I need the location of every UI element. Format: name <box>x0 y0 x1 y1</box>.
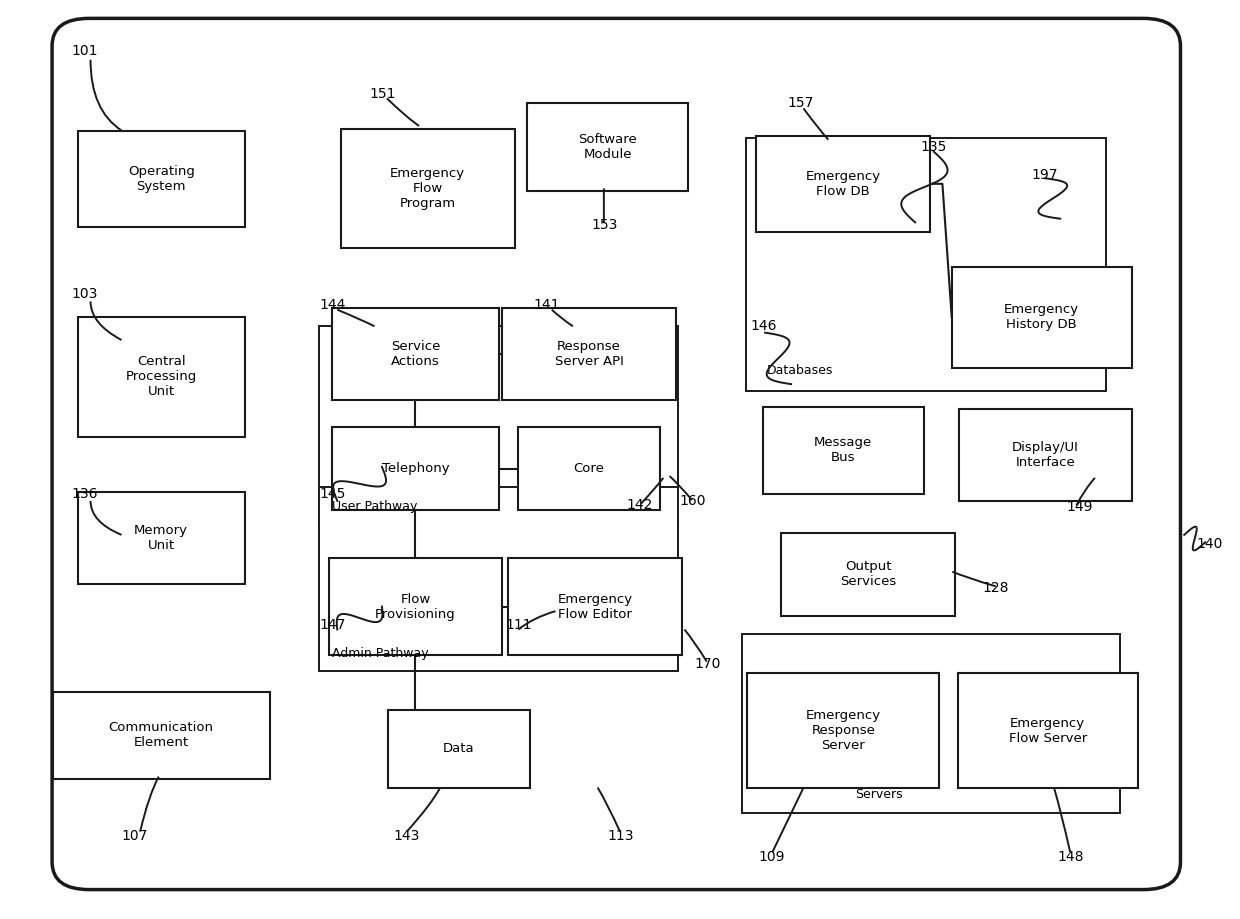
Text: Display/UI
Interface: Display/UI Interface <box>1012 441 1079 469</box>
Text: 136: 136 <box>72 487 98 502</box>
Text: 149: 149 <box>1066 500 1092 515</box>
Bar <box>957 673 1138 789</box>
Text: 140: 140 <box>1197 537 1223 551</box>
Text: User Pathway: User Pathway <box>332 500 418 513</box>
Text: 128: 128 <box>982 581 1008 596</box>
Text: 151: 151 <box>370 86 396 101</box>
Text: Software
Module: Software Module <box>578 133 637 161</box>
Text: 109: 109 <box>759 849 785 864</box>
Text: 148: 148 <box>1058 849 1084 864</box>
Text: 157: 157 <box>787 96 813 110</box>
Text: Response
Server API: Response Server API <box>554 340 624 368</box>
Text: Message
Bus: Message Bus <box>815 437 872 464</box>
Text: Emergency
History DB: Emergency History DB <box>1004 303 1079 331</box>
Bar <box>319 326 678 524</box>
Text: 170: 170 <box>694 656 720 671</box>
Bar <box>329 558 502 654</box>
Text: 101: 101 <box>72 43 98 58</box>
Text: 146: 146 <box>750 319 776 334</box>
Text: Flow
Provisioning: Flow Provisioning <box>374 593 456 620</box>
Text: Emergency
Flow
Program: Emergency Flow Program <box>391 167 465 210</box>
Bar <box>77 492 246 584</box>
Text: Service
Actions: Service Actions <box>391 340 440 368</box>
Text: 135: 135 <box>920 140 946 154</box>
Bar <box>319 487 678 671</box>
Text: 111: 111 <box>506 618 532 632</box>
Text: Emergency
Flow Server: Emergency Flow Server <box>1008 717 1087 744</box>
Bar <box>746 673 940 789</box>
Text: 103: 103 <box>72 287 98 301</box>
Text: Data: Data <box>443 743 475 755</box>
Bar <box>77 130 246 227</box>
Bar <box>527 104 688 191</box>
Bar <box>502 308 676 400</box>
Text: 147: 147 <box>320 618 346 632</box>
Text: Admin Pathway: Admin Pathway <box>332 647 429 660</box>
Bar <box>332 427 498 510</box>
Text: Central
Processing
Unit: Central Processing Unit <box>125 356 197 398</box>
Bar <box>742 634 1120 813</box>
FancyBboxPatch shape <box>52 18 1180 890</box>
Bar <box>746 138 1106 391</box>
Text: 153: 153 <box>591 218 618 233</box>
Bar <box>952 267 1131 368</box>
Text: 144: 144 <box>320 298 346 312</box>
Text: Databases: Databases <box>766 364 833 377</box>
Bar <box>517 427 660 510</box>
Text: Communication
Element: Communication Element <box>109 721 213 749</box>
Text: 113: 113 <box>608 829 634 844</box>
Text: Telephony: Telephony <box>382 462 449 475</box>
Bar <box>387 709 531 789</box>
Text: Emergency
Response
Server: Emergency Response Server <box>806 709 880 752</box>
Bar <box>53 691 270 778</box>
Text: Operating
System: Operating System <box>128 165 195 193</box>
Bar <box>77 317 246 437</box>
Text: Core: Core <box>574 462 604 475</box>
Bar <box>332 308 498 400</box>
Text: 142: 142 <box>626 498 652 513</box>
Text: Servers: Servers <box>856 789 903 801</box>
Bar <box>508 558 682 654</box>
Text: 143: 143 <box>393 829 419 844</box>
Bar <box>781 533 955 616</box>
Text: 107: 107 <box>122 829 148 844</box>
Bar <box>959 409 1132 501</box>
Text: Emergency
Flow Editor: Emergency Flow Editor <box>558 593 632 620</box>
Bar <box>756 135 930 232</box>
Text: Emergency
Flow DB: Emergency Flow DB <box>806 170 880 198</box>
Bar <box>341 129 515 248</box>
Text: 145: 145 <box>320 487 346 502</box>
Text: 141: 141 <box>533 298 559 312</box>
Text: Memory
Unit: Memory Unit <box>134 524 188 551</box>
Bar <box>763 406 924 494</box>
Text: 197: 197 <box>1032 167 1058 182</box>
Text: Output
Services: Output Services <box>839 561 897 588</box>
Text: 160: 160 <box>680 494 706 508</box>
